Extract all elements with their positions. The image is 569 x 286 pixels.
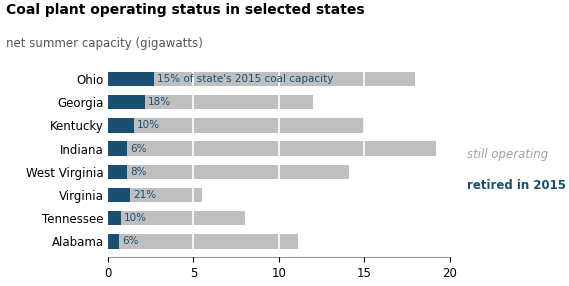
Bar: [108, 118, 364, 132]
Bar: [108, 95, 145, 109]
Text: 10%: 10%: [124, 213, 147, 223]
Text: 10%: 10%: [137, 120, 160, 130]
Text: Coal plant operating status in selected states: Coal plant operating status in selected …: [6, 3, 364, 17]
Bar: [108, 95, 313, 109]
Bar: [108, 234, 119, 249]
Bar: [108, 72, 415, 86]
Text: 21%: 21%: [133, 190, 156, 200]
Text: 6%: 6%: [122, 236, 139, 246]
Bar: [108, 72, 154, 86]
Bar: [108, 141, 436, 156]
Bar: [108, 211, 245, 225]
Bar: [108, 164, 349, 179]
Text: 6%: 6%: [130, 144, 146, 154]
Bar: [108, 141, 127, 156]
Bar: [108, 164, 127, 179]
Bar: [108, 234, 299, 249]
Text: retired in 2015: retired in 2015: [467, 179, 566, 192]
Bar: [108, 118, 134, 132]
Text: 15% of state's 2015 coal capacity: 15% of state's 2015 coal capacity: [157, 74, 333, 84]
Text: still operating: still operating: [467, 148, 548, 161]
Bar: [108, 188, 202, 202]
Text: net summer capacity (gigawatts): net summer capacity (gigawatts): [6, 37, 203, 50]
Text: 8%: 8%: [130, 167, 146, 177]
Text: 18%: 18%: [148, 97, 171, 107]
Bar: [108, 188, 130, 202]
Bar: [108, 211, 121, 225]
